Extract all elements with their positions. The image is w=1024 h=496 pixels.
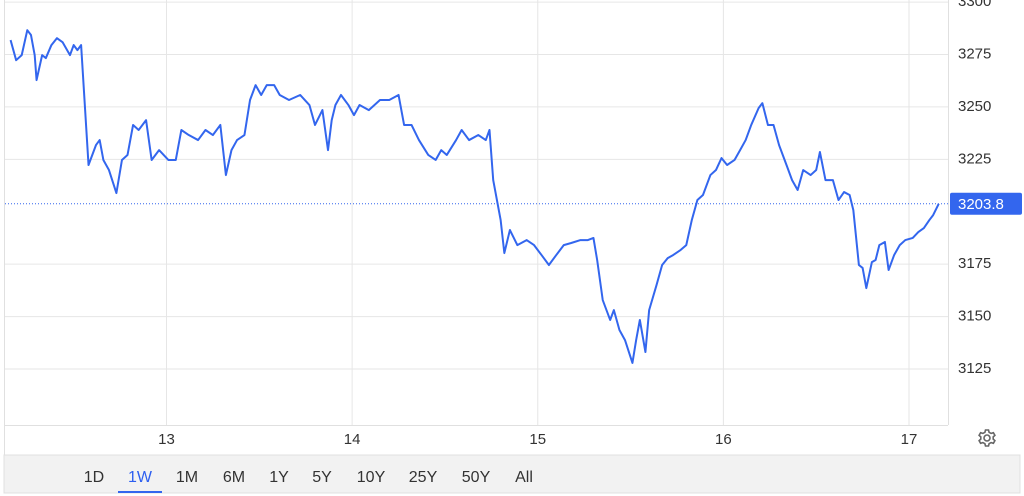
y-tick-label: 3175 bbox=[958, 255, 991, 272]
y-tick-label: 3225 bbox=[958, 150, 991, 167]
y-tick-label: 3125 bbox=[958, 360, 991, 377]
range-button[interactable]: 1W bbox=[128, 469, 153, 486]
x-tick-label: 13 bbox=[158, 431, 175, 448]
range-bar bbox=[3, 454, 1021, 494]
range-button[interactable]: All bbox=[515, 469, 533, 486]
range-button[interactable]: 5Y bbox=[312, 469, 332, 486]
y-tick-label: 3275 bbox=[958, 45, 991, 62]
range-button[interactable]: 1D bbox=[84, 469, 104, 486]
active-range-underline bbox=[118, 491, 162, 493]
range-button[interactable]: 1Y bbox=[269, 469, 289, 486]
range-button[interactable]: 6M bbox=[223, 469, 245, 486]
last-value-tag bbox=[950, 192, 1022, 215]
range-button[interactable]: 10Y bbox=[357, 469, 386, 486]
range-button[interactable]: 25Y bbox=[409, 469, 438, 486]
x-tick-label: 16 bbox=[715, 431, 732, 448]
last-value-label: 3203.8 bbox=[958, 196, 1004, 213]
x-tick-label: 14 bbox=[344, 431, 361, 448]
range-button[interactable]: 1M bbox=[176, 469, 198, 486]
range-button[interactable]: 50Y bbox=[462, 469, 491, 486]
settings-icon-gear[interactable] bbox=[978, 429, 996, 447]
y-tick-label: 3250 bbox=[958, 98, 991, 115]
settings-icon[interactable] bbox=[978, 429, 996, 447]
settings-icon-core[interactable] bbox=[983, 434, 991, 442]
x-tick-label: 17 bbox=[901, 431, 918, 448]
y-tick-label: 3150 bbox=[958, 308, 991, 325]
y-tick-label: 3300 bbox=[958, 0, 991, 10]
price-line bbox=[9, 29, 940, 364]
x-tick-label: 15 bbox=[529, 431, 546, 448]
